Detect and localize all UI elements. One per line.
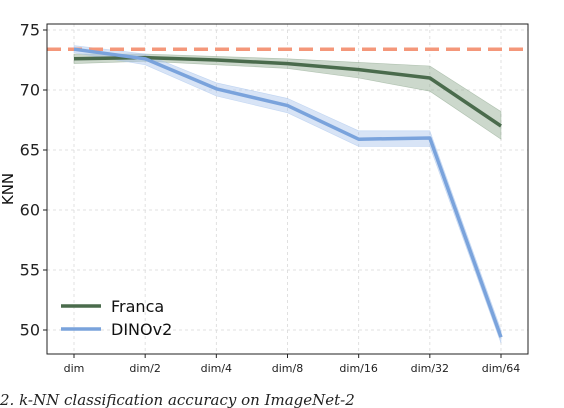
x-tick-label: dim/32 <box>411 362 449 375</box>
y-tick-label: 70 <box>20 81 40 100</box>
y-tick-label: 55 <box>20 261 40 280</box>
y-tick-label: 60 <box>20 201 40 220</box>
legend-label-franca: Franca <box>111 297 164 316</box>
y-tick-label: 75 <box>20 21 40 40</box>
legend: Franca DINOv2 <box>61 297 172 339</box>
x-tick-label: dim <box>64 362 85 375</box>
y-axis-label: KNN <box>0 173 17 205</box>
series-lines <box>73 47 503 338</box>
legend-label-dinov2: DINOv2 <box>111 320 172 339</box>
chart: dim dim/2 dim/4 dim/8 dim/16 dim/32 dim/64 505… <box>0 21 529 375</box>
x-axis-ticks: dim dim/2 dim/4 dim/8 dim/16 dim/32 dim/64 <box>64 354 520 375</box>
x-tick-label: dim/8 <box>272 362 303 375</box>
x-tick-label: dim/2 <box>129 362 160 375</box>
y-axis-ticks: 50 55 60 65 70 75 <box>20 21 47 340</box>
y-tick-label: 50 <box>20 321 40 340</box>
x-tick-label: dim/64 <box>482 362 520 375</box>
line-dinov2 <box>73 47 503 338</box>
x-tick-label: dim/4 <box>201 362 232 375</box>
figure-caption: 2. k-NN classification accuracy on Image… <box>0 391 355 408</box>
y-tick-label: 65 <box>20 141 40 160</box>
grid <box>47 24 528 354</box>
x-tick-label: dim/16 <box>339 362 377 375</box>
